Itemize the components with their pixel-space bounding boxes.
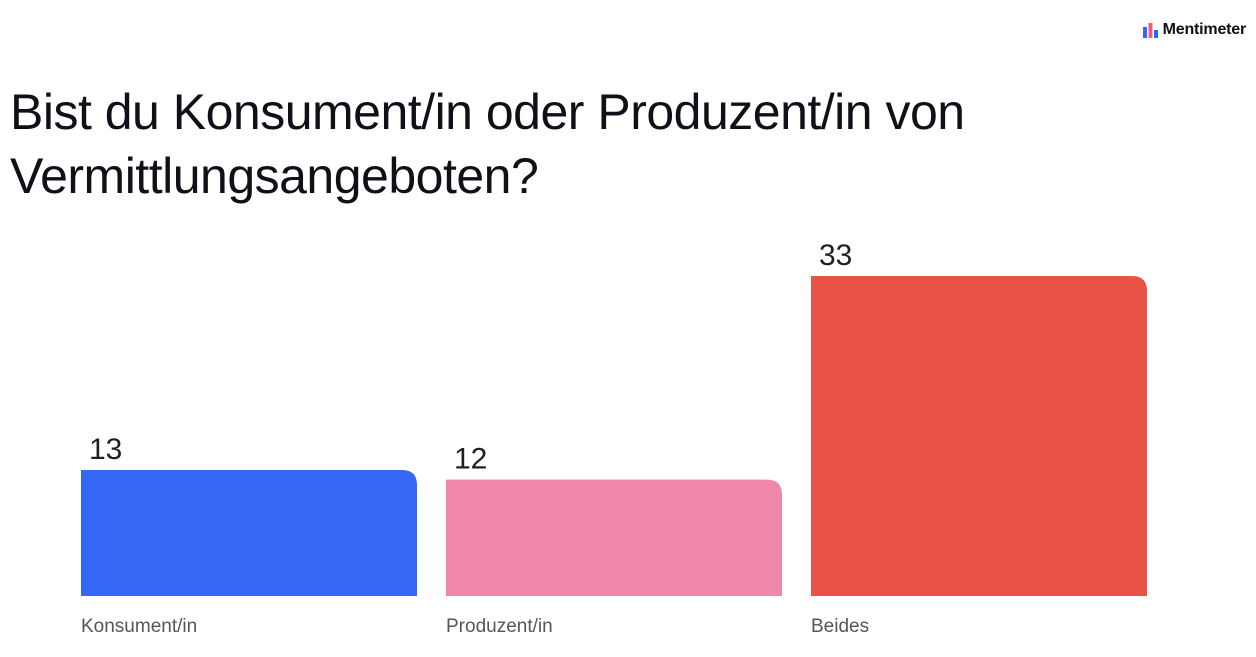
bars-layer: 13 Konsument/in 12 Produzent/in 33 Beides <box>81 239 1147 637</box>
bar-produzent-in <box>446 479 782 596</box>
brand-name: Mentimeter <box>1162 21 1247 38</box>
brand-logo: Mentimeter <box>1142 21 1247 39</box>
question-title: Bist du Konsument/in oder Produzent/in v… <box>10 84 965 204</box>
bar-value-label: 12 <box>454 443 487 476</box>
category-label: Konsument/in <box>81 616 197 637</box>
bar-beides <box>811 276 1147 596</box>
mentimeter-logo-icon <box>1142 22 1158 38</box>
category-label: Produzent/in <box>446 616 553 637</box>
bar-value-label: 13 <box>89 433 122 466</box>
bar-konsument-in <box>81 469 417 596</box>
bar-value-label: 33 <box>819 239 852 272</box>
category-label: Beides <box>811 616 869 637</box>
